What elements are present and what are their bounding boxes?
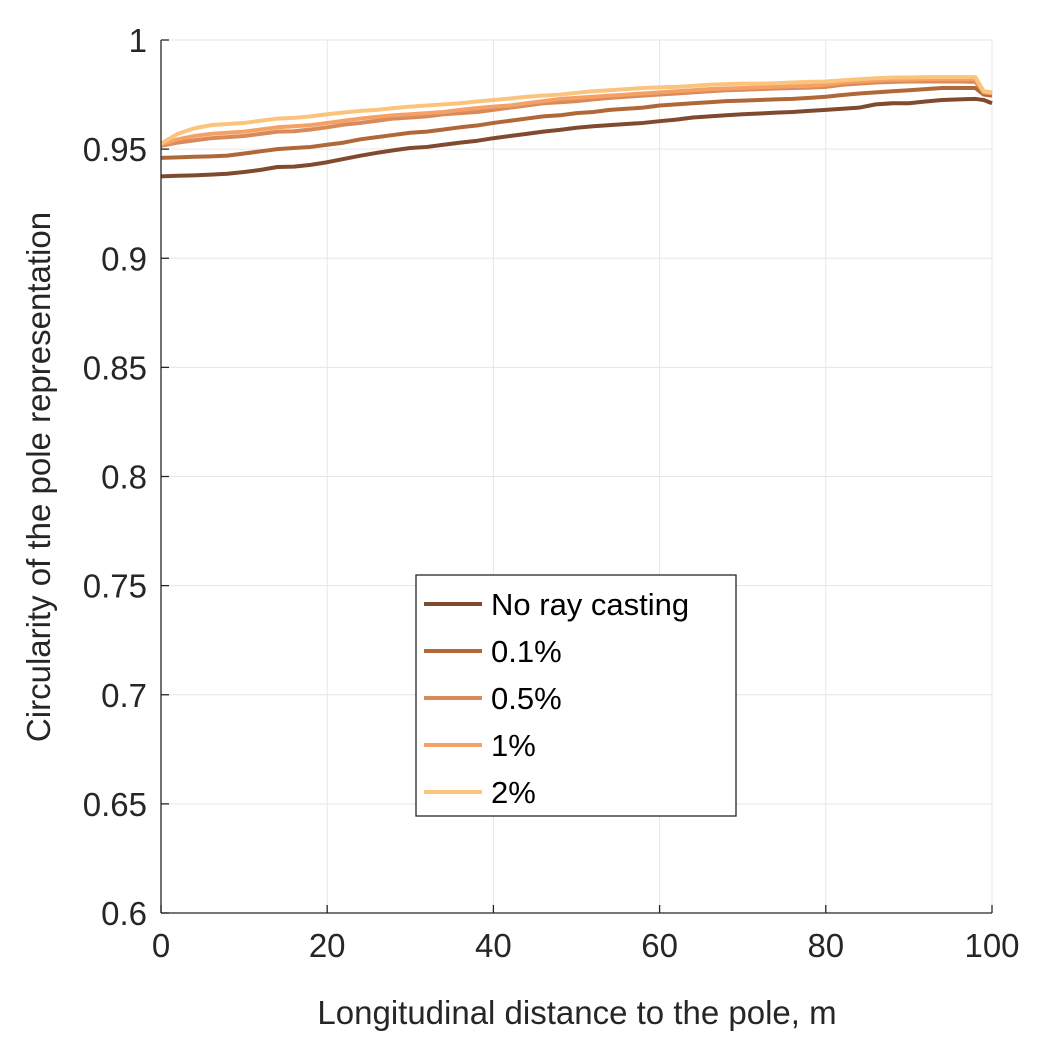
- legend-label-0: No ray casting: [491, 587, 689, 622]
- series-line-1: [160, 86, 993, 160]
- grid-lines: [160, 39, 993, 914]
- y-tick-label: 0.6: [101, 895, 147, 932]
- x-tick-label: 80: [807, 927, 844, 964]
- y-tick-label: 0.7: [101, 677, 147, 714]
- y-tick-label: 1: [129, 22, 147, 59]
- y-tick-label: 0.85: [83, 349, 147, 386]
- y-axis-label: Circularity of the pole representation: [20, 212, 57, 742]
- y-axis-ticks: 0.6 0.65 0.7 0.75 0.8 0.85 0.9 0.95 1: [83, 22, 169, 932]
- x-tick-label: 100: [964, 927, 1019, 964]
- legend-label-3: 1%: [491, 728, 536, 763]
- series-line-4: [159, 75, 993, 146]
- x-tick-label: 60: [641, 927, 678, 964]
- legend-label-4: 2%: [491, 775, 536, 810]
- x-tick-label: 40: [475, 927, 512, 964]
- x-tick-label: 20: [309, 927, 346, 964]
- series-line-0: [160, 96, 993, 179]
- x-tick-label: 0: [152, 927, 170, 964]
- legend: No ray casting 0.1% 0.5% 1% 2%: [415, 574, 737, 817]
- series-line-2: [160, 79, 993, 148]
- y-tick-label: 0.65: [83, 786, 147, 823]
- x-axis-label: Longitudinal distance to the pole, m: [317, 994, 836, 1031]
- y-tick-label: 0.95: [83, 131, 147, 168]
- legend-label-2: 0.5%: [491, 681, 562, 716]
- y-tick-label: 0.75: [83, 568, 147, 605]
- series-lines: [159, 75, 993, 179]
- legend-label-1: 0.1%: [491, 634, 562, 669]
- y-tick-label: 0.8: [101, 459, 147, 496]
- legend-box: [415, 574, 737, 817]
- y-tick-label: 0.9: [101, 240, 147, 277]
- series-line-3: [160, 77, 993, 147]
- x-axis-ticks: 0 20 40 60 80 100: [152, 905, 1020, 964]
